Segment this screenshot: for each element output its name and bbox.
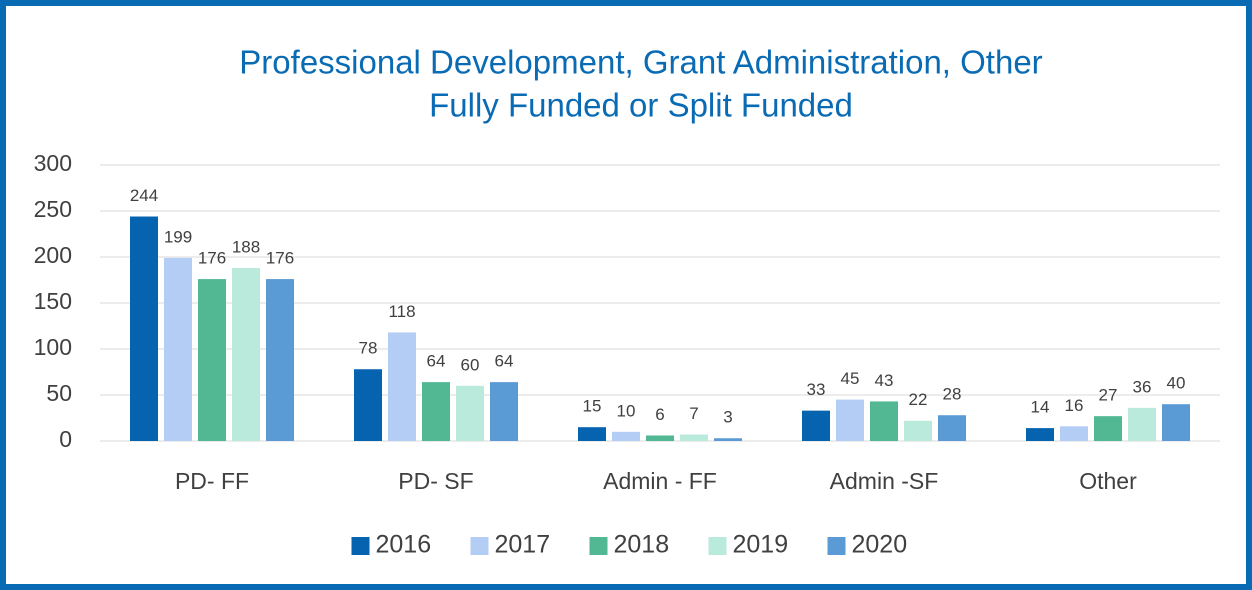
- bar: [456, 385, 484, 441]
- data-label: 28: [943, 385, 962, 404]
- data-label: 43: [875, 371, 894, 390]
- y-tick-label: 200: [34, 242, 72, 268]
- data-label: 176: [266, 249, 294, 268]
- data-label: 118: [388, 302, 415, 321]
- x-tick-label: PD- SF: [398, 468, 473, 494]
- y-tick-label: 250: [34, 196, 72, 222]
- bar: [578, 427, 606, 441]
- data-label: 60: [461, 355, 480, 374]
- bar: [1026, 428, 1054, 441]
- bar: [1060, 426, 1088, 441]
- bar: [802, 410, 830, 441]
- data-label: 64: [495, 352, 514, 371]
- data-label: 176: [198, 249, 226, 268]
- y-tick-label: 150: [34, 288, 72, 314]
- bar: [904, 420, 932, 441]
- bar: [680, 434, 708, 441]
- data-label: 10: [617, 401, 636, 420]
- data-label: 14: [1031, 398, 1050, 417]
- data-label: 78: [359, 339, 378, 358]
- data-label: 33: [807, 380, 826, 399]
- x-tick-label: Other: [1079, 468, 1137, 494]
- bar: [870, 401, 898, 441]
- legend-swatch: [351, 537, 370, 555]
- legend-label: 2020: [852, 531, 908, 559]
- data-label: 6: [655, 405, 664, 424]
- bar: [1128, 407, 1156, 441]
- y-tick-label: 100: [34, 334, 72, 360]
- bar: [388, 332, 416, 441]
- data-label: 36: [1133, 377, 1152, 396]
- bar: [130, 216, 158, 441]
- chart-title: Professional Development, Grant Administ…: [239, 44, 1042, 81]
- data-label: 199: [164, 227, 192, 246]
- data-label: 188: [232, 238, 260, 257]
- bar: [836, 399, 864, 441]
- x-tick-label: Admin -SF: [830, 468, 939, 494]
- legend-swatch: [827, 537, 846, 555]
- bar: [164, 257, 192, 441]
- x-tick-label: Admin - FF: [603, 468, 717, 494]
- data-label: 22: [909, 390, 928, 409]
- bar: [714, 438, 742, 441]
- data-label: 16: [1065, 396, 1084, 415]
- bar: [422, 382, 450, 441]
- bar: [646, 435, 674, 441]
- legend-label: 2018: [614, 531, 670, 559]
- bar: [490, 382, 518, 441]
- chart-title: Fully Funded or Split Funded: [429, 87, 853, 124]
- legend-swatch: [589, 537, 608, 555]
- legend-label: 2019: [733, 531, 789, 559]
- bar: [1162, 404, 1190, 441]
- legend-swatch: [470, 537, 489, 555]
- legend-swatch: [708, 537, 727, 555]
- bar: [354, 369, 382, 441]
- bar: [266, 279, 294, 441]
- bar: [938, 415, 966, 441]
- data-label: 244: [130, 186, 158, 205]
- bar: [198, 279, 226, 441]
- legend-label: 2016: [376, 531, 432, 559]
- data-label: 15: [583, 397, 602, 416]
- bar: [1094, 416, 1122, 441]
- data-label: 3: [723, 408, 732, 427]
- data-label: 64: [427, 352, 446, 371]
- data-label: 40: [1167, 374, 1186, 393]
- data-label: 27: [1099, 386, 1118, 405]
- y-tick-label: 50: [46, 380, 72, 406]
- data-label: 7: [689, 404, 698, 423]
- legend-label: 2017: [495, 531, 551, 559]
- bar: [232, 268, 260, 441]
- y-tick-label: 0: [59, 426, 72, 452]
- data-label: 45: [841, 369, 860, 388]
- bar: [612, 431, 640, 441]
- y-tick-label: 300: [34, 150, 72, 176]
- x-tick-label: PD- FF: [175, 468, 249, 494]
